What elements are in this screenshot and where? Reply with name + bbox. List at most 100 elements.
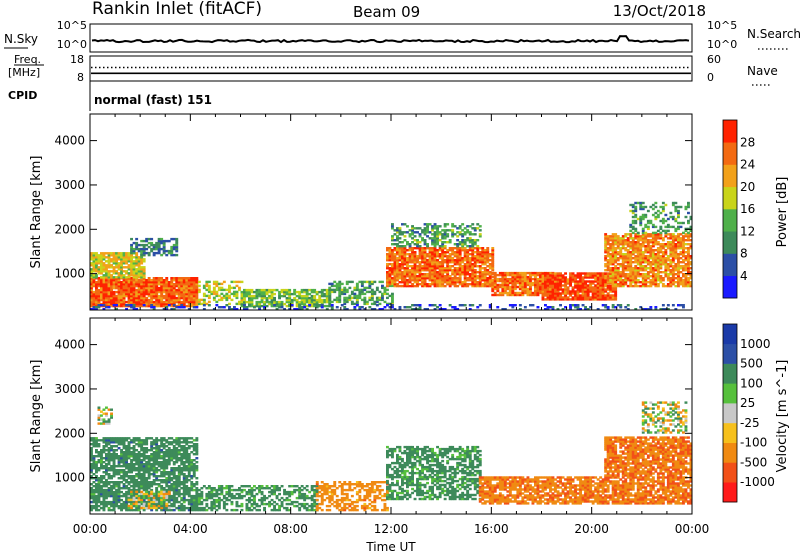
heatmap-cell	[556, 278, 560, 281]
heatmap-cell	[456, 253, 460, 256]
heatmap-cell	[611, 239, 615, 242]
heatmap-cell	[135, 247, 139, 251]
heatmap-cell	[666, 225, 670, 229]
heatmap-cell	[290, 298, 294, 302]
noise-left-tick-bottom: 10^0	[57, 38, 87, 51]
heatmap-cell	[523, 275, 527, 279]
heatmap-cell	[120, 504, 123, 508]
heatmap-cell	[574, 282, 577, 285]
heatmap-cell	[97, 258, 101, 261]
heatmap-cell	[137, 274, 141, 277]
heatmap-cell	[576, 288, 580, 291]
heatmap-cell	[182, 306, 186, 309]
heatmap-cell	[195, 286, 199, 290]
heatmap-cell	[473, 247, 477, 250]
heatmap-cell	[180, 281, 184, 284]
heatmap-cell	[566, 296, 570, 299]
heatmap-cell	[541, 278, 545, 281]
heatmap-cell	[167, 283, 171, 286]
heatmap-cell	[147, 286, 151, 290]
heatmap-cell	[654, 263, 658, 266]
heatmap-cell	[130, 306, 133, 309]
heatmap-cell	[651, 245, 655, 248]
heatmap-cell	[596, 290, 600, 293]
heatmap-cell	[403, 253, 407, 256]
heatmap-cell	[107, 276, 111, 279]
heatmap-cell	[586, 290, 590, 293]
heatmap-cell	[95, 439, 98, 442]
heatmap-cell	[310, 290, 314, 294]
heatmap-cell	[220, 282, 224, 286]
heatmap-cell	[646, 235, 650, 238]
heatmap-cell	[102, 494, 106, 498]
heatmap-cell	[629, 241, 633, 244]
heatmap-cell	[431, 283, 434, 286]
heatmap-cell	[649, 253, 653, 256]
heatmap-cell	[413, 267, 417, 270]
heatmap-cell	[330, 288, 334, 292]
heatmap-cell	[102, 292, 106, 296]
heatmap-cell	[107, 306, 111, 309]
heatmap-cell	[634, 269, 638, 272]
heatmap-cell	[408, 243, 412, 246]
heatmap-cell	[626, 261, 630, 264]
heatmap-cell	[478, 253, 482, 256]
heatmap-cell	[421, 259, 424, 262]
heatmap-cell	[483, 279, 487, 282]
heatmap-cell	[438, 261, 442, 264]
heatmap-cell	[423, 261, 427, 264]
heatmap-cell	[634, 243, 638, 246]
heatmap-cell	[386, 281, 389, 284]
heatmap-cell	[110, 487, 113, 490]
heatmap-cell	[90, 302, 93, 306]
heatmap-cell	[115, 439, 118, 442]
heatmap-cell	[386, 296, 389, 300]
heatmap-cell	[601, 290, 605, 293]
heatmap-cell	[177, 283, 181, 286]
heatmap-cell	[102, 286, 106, 290]
heatmap-cell	[270, 290, 274, 294]
heatmap-cell	[461, 247, 465, 250]
heatmap-cell	[165, 306, 169, 309]
heatmap-cell	[137, 249, 141, 253]
heatmap-cell	[130, 260, 133, 263]
heatmap-cell	[132, 508, 136, 512]
heatmap-cell	[687, 231, 690, 235]
heatmap-cell	[353, 288, 357, 292]
heatmap-cell	[117, 500, 121, 504]
heatmap-cell	[393, 255, 397, 258]
heatmap-cell	[398, 229, 402, 232]
heatmap-cell	[539, 271, 542, 275]
heatmap-cell	[488, 253, 492, 256]
heatmap-cell	[486, 273, 490, 276]
heatmap-cell	[541, 274, 545, 277]
heatmap-cell	[368, 286, 372, 290]
heatmap-cell	[423, 233, 427, 236]
heatmap-cell	[551, 296, 555, 299]
heatmap-cell	[396, 267, 399, 270]
heatmap-cell	[398, 267, 402, 270]
heatmap-cell	[674, 308, 678, 311]
heatmap-cell	[626, 267, 630, 270]
heatmap-cell	[646, 221, 650, 225]
heatmap-cell	[95, 461, 98, 464]
heatmap-cell	[531, 281, 535, 285]
heatmap-cell	[478, 279, 482, 282]
heatmap-cell	[391, 249, 394, 252]
heatmap-cell	[671, 304, 675, 307]
heatmap-cell	[315, 290, 319, 294]
heatmap-cell	[358, 308, 362, 311]
heatmap-cell	[110, 465, 113, 468]
heatmap-cell	[561, 298, 565, 301]
heatmap-cell	[453, 255, 457, 258]
heatmap-cell	[308, 298, 312, 302]
heatmap-cell	[110, 500, 113, 504]
heatmap-cell	[651, 255, 655, 258]
heatmap-cell	[503, 275, 507, 279]
heatmap-cell	[406, 241, 409, 244]
heatmap-cell	[488, 306, 492, 309]
heatmap-cell	[105, 272, 108, 275]
heatmap-cell	[145, 441, 149, 444]
heatmap-cell	[651, 275, 655, 278]
heatmap-cell	[466, 263, 470, 266]
